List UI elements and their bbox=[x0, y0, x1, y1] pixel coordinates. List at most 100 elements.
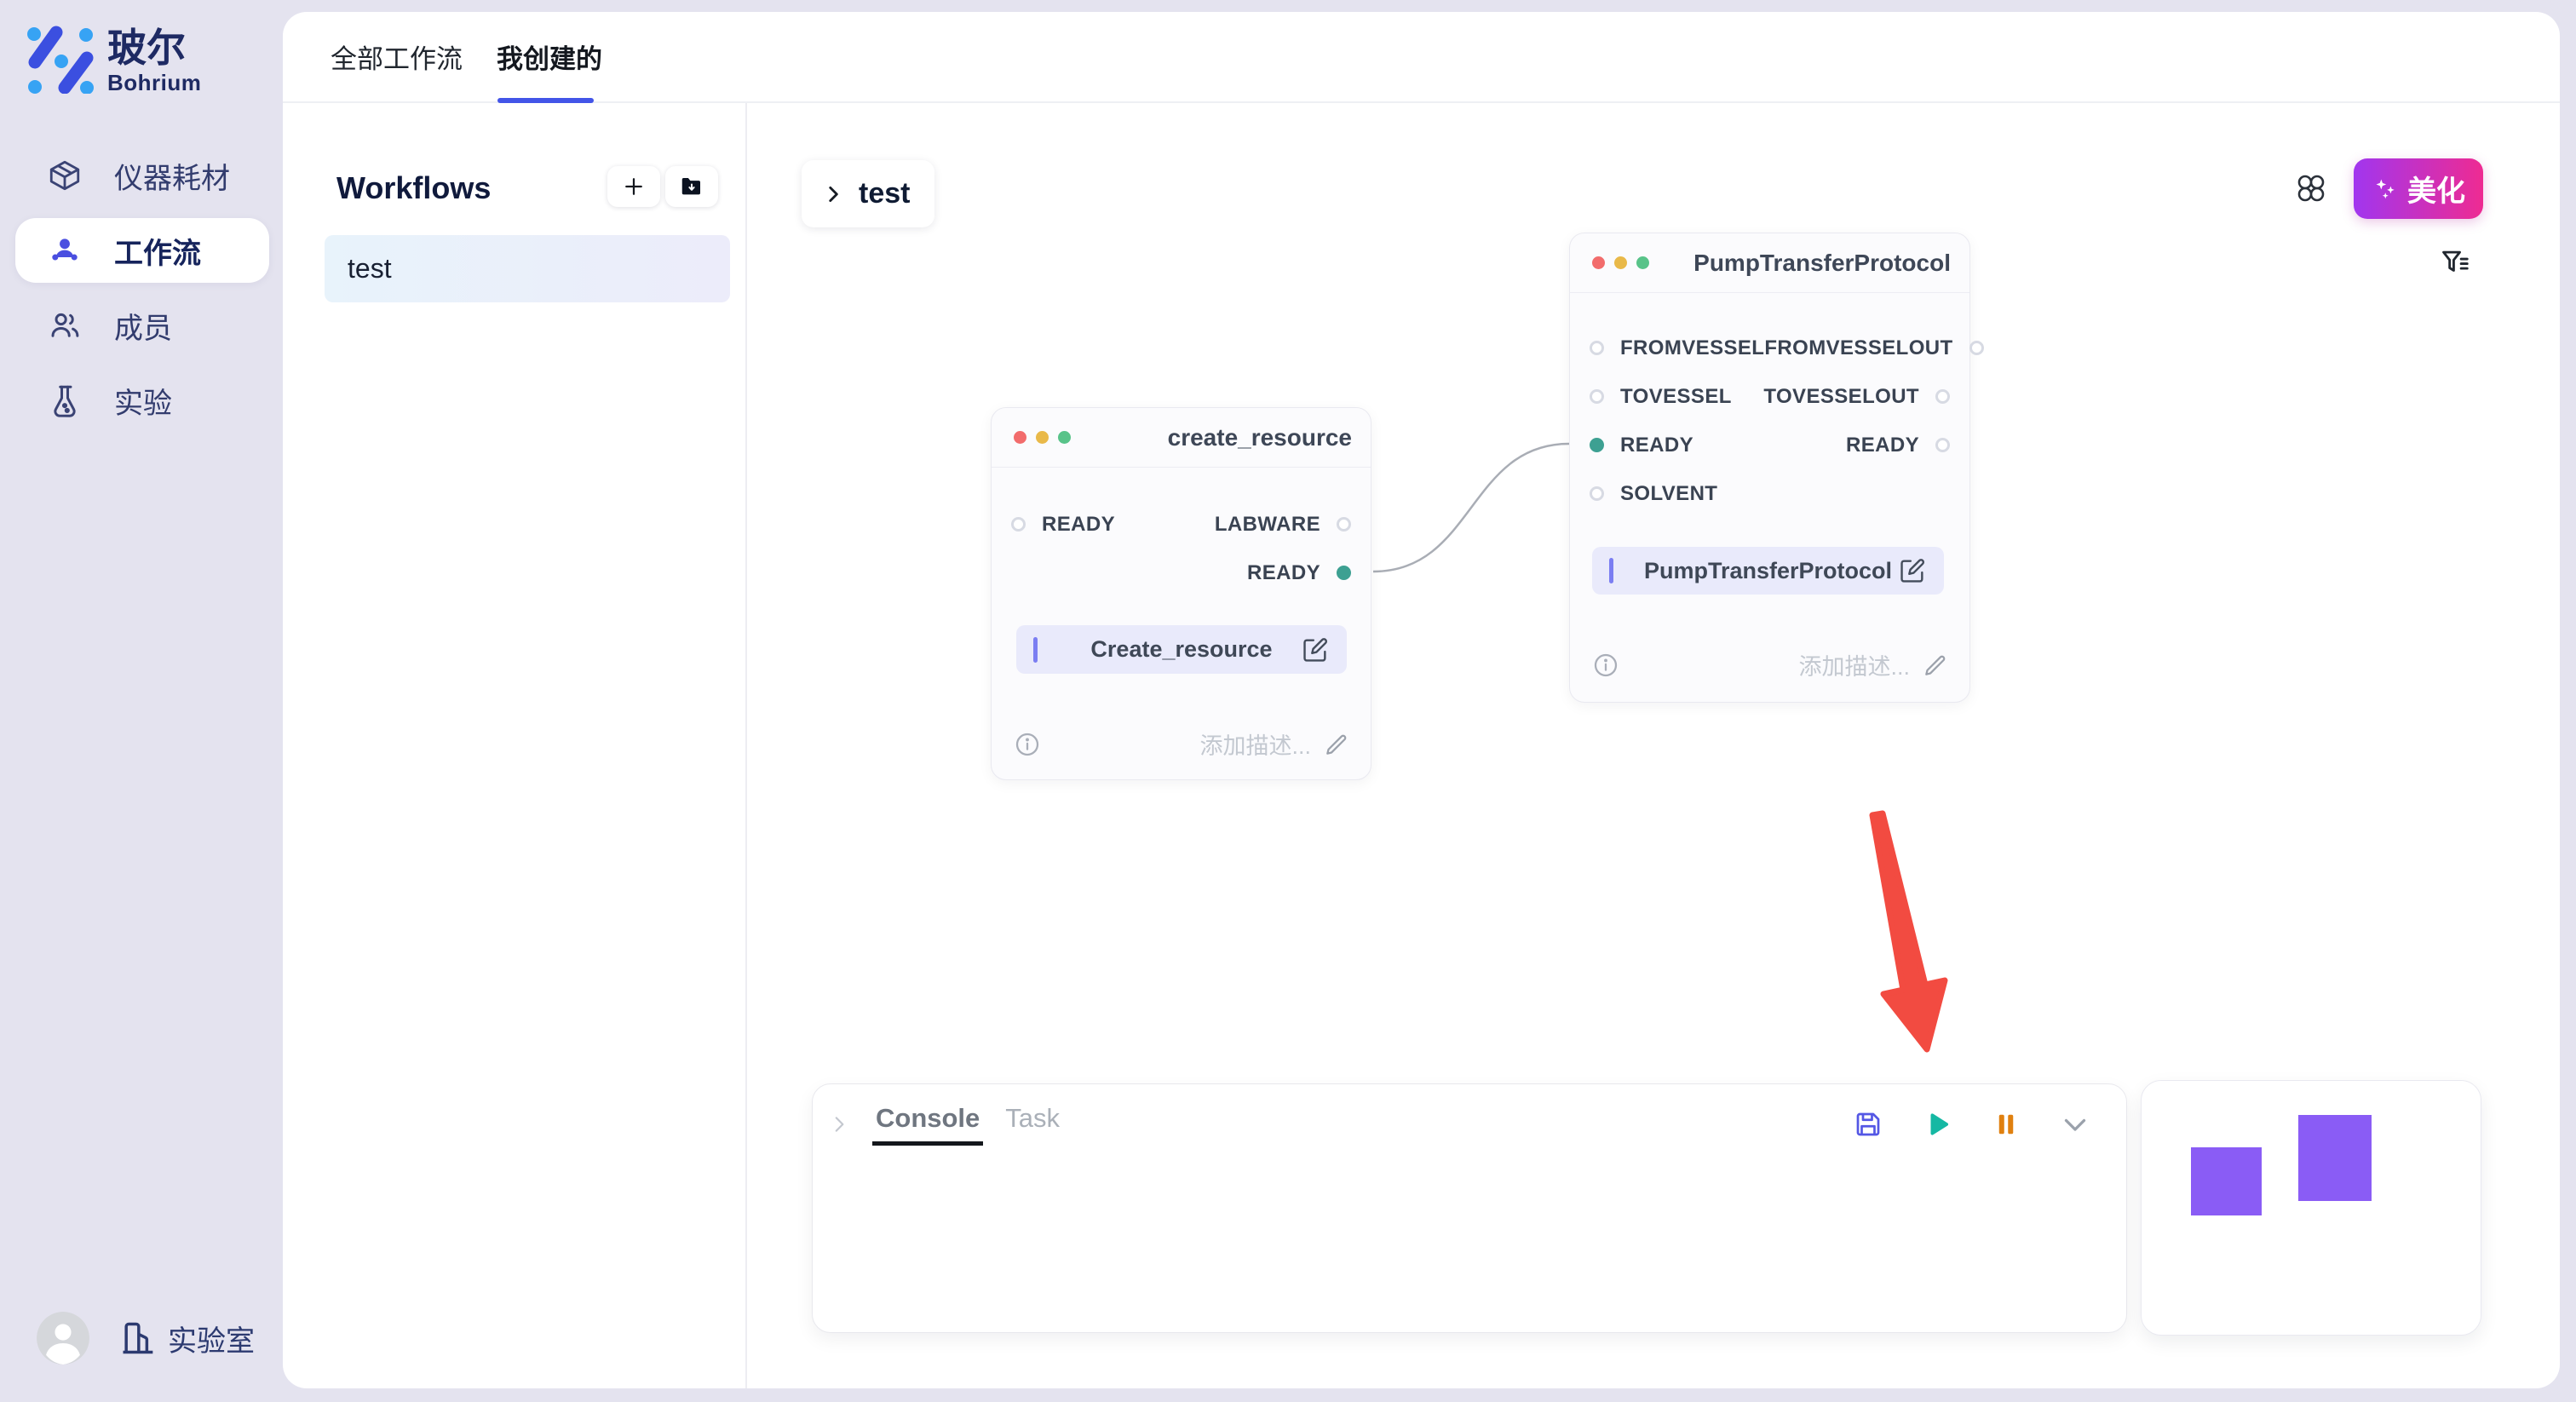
traffic-dot-red[interactable] bbox=[1592, 256, 1605, 269]
output-port[interactable] bbox=[1935, 389, 1950, 404]
minimap[interactable] bbox=[2141, 1080, 2481, 1336]
sidebar-item-workflows[interactable]: 工作流 bbox=[15, 218, 269, 283]
description-placeholder[interactable]: 添加描述... bbox=[1199, 733, 1311, 759]
traffic-dot-yellow[interactable] bbox=[1614, 256, 1627, 269]
lab-label: 实验室 bbox=[168, 1324, 255, 1358]
node-create-resource[interactable]: create_resource READY LABWARE READY Crea… bbox=[991, 407, 1371, 780]
port-row: READY bbox=[992, 549, 1371, 597]
run-play-icon[interactable] bbox=[1922, 1109, 1952, 1140]
sidebar-item-members[interactable]: 成员 bbox=[15, 293, 269, 358]
console-collapse-chevron-icon[interactable] bbox=[828, 1113, 850, 1135]
info-icon[interactable] bbox=[1592, 652, 1619, 679]
port-label: READY bbox=[1845, 433, 1919, 457]
avatar[interactable] bbox=[37, 1312, 89, 1365]
lab-building-icon bbox=[118, 1319, 156, 1357]
sidebar-item-experiments[interactable]: 实验 bbox=[15, 368, 269, 433]
port-label: READY bbox=[1042, 512, 1116, 536]
port-label: FROMVESSELOUT bbox=[1764, 336, 1953, 359]
edit-icon[interactable] bbox=[1301, 635, 1330, 664]
input-port[interactable] bbox=[1590, 341, 1604, 355]
sparkles-icon bbox=[2376, 179, 2395, 198]
pencil-icon[interactable] bbox=[1323, 731, 1350, 758]
output-port[interactable] bbox=[1935, 438, 1950, 452]
port-row: READY LABWARE bbox=[992, 500, 1371, 549]
chevron-right-icon[interactable] bbox=[822, 183, 844, 205]
filter-funnel-icon[interactable] bbox=[2439, 246, 2471, 279]
plus-icon bbox=[625, 178, 642, 195]
import-folder-button[interactable] bbox=[665, 166, 718, 207]
main-content: 全部工作流 我创建的 Workflows test test bbox=[283, 12, 2560, 1388]
traffic-dot-red[interactable] bbox=[1014, 431, 1026, 444]
output-port[interactable] bbox=[1337, 517, 1351, 531]
tab-my-created[interactable]: 我创建的 bbox=[497, 44, 602, 74]
node-title: PumpTransferProtocol bbox=[1693, 249, 1951, 276]
pencil-icon[interactable] bbox=[1922, 652, 1949, 679]
output-port[interactable] bbox=[1969, 341, 1984, 355]
sidebar-item-label: 实验 bbox=[114, 387, 172, 420]
node-pump-transfer-protocol[interactable]: PumpTransferProtocol FROMVESSEL FROMVESS… bbox=[1569, 233, 1984, 703]
node-action-pill[interactable]: PumpTransferProtocol bbox=[1592, 547, 1944, 595]
input-port-connected[interactable] bbox=[1590, 438, 1604, 452]
logo-subtitle: Bohrium bbox=[107, 70, 202, 95]
folder-import-icon bbox=[681, 178, 700, 195]
add-workflow-button[interactable] bbox=[607, 166, 660, 207]
breadcrumb[interactable]: test bbox=[802, 160, 934, 227]
pill-label: PumpTransferProtocol bbox=[1643, 557, 1893, 583]
port-label: TOVESSEL bbox=[1620, 384, 1732, 408]
port-row: READY READY bbox=[1570, 421, 1969, 469]
input-port[interactable] bbox=[1590, 389, 1604, 404]
output-port-connected[interactable] bbox=[1337, 566, 1351, 580]
test-tube-icon bbox=[47, 382, 83, 418]
chevron-down-icon[interactable] bbox=[2060, 1109, 2090, 1140]
edit-icon[interactable] bbox=[1898, 556, 1927, 585]
workflow-list-item-test[interactable]: test bbox=[325, 235, 730, 302]
tab-task[interactable]: Task bbox=[1005, 1103, 1061, 1133]
node-header: PumpTransferProtocol bbox=[1570, 233, 1969, 293]
pill-label: Create_resource bbox=[1090, 636, 1273, 662]
logo-title: 玻尔 bbox=[107, 26, 186, 70]
layout-grid-icon[interactable] bbox=[2293, 170, 2329, 206]
port-label: SOLVENT bbox=[1620, 481, 1718, 505]
minimap-node bbox=[2298, 1115, 2372, 1201]
port-label: READY bbox=[1620, 433, 1694, 457]
node-header: create_resource bbox=[992, 408, 1371, 468]
account-row[interactable]: 实验室 bbox=[37, 1312, 255, 1365]
pause-icon[interactable] bbox=[1991, 1109, 2021, 1140]
node-action-pill[interactable]: Create_resource bbox=[1016, 625, 1347, 674]
traffic-dot-yellow[interactable] bbox=[1036, 431, 1049, 444]
minimap-node bbox=[2191, 1147, 2262, 1215]
sidebar-item-label: 仪器耗材 bbox=[114, 162, 230, 195]
node-title: create_resource bbox=[1167, 423, 1352, 451]
sidebar-item-instruments[interactable]: 仪器耗材 bbox=[15, 143, 269, 208]
beautify-button[interactable]: 美化 bbox=[2354, 158, 2483, 219]
workflow-people-icon bbox=[47, 233, 83, 268]
save-icon[interactable] bbox=[1853, 1109, 1883, 1140]
port-label: TOVESSELOUT bbox=[1763, 384, 1919, 408]
box-icon bbox=[47, 158, 83, 193]
sidebar: 玻尔 Bohrium 仪器耗材 工作流 bbox=[0, 0, 283, 1402]
workflow-item-name: test bbox=[348, 253, 392, 284]
tab-all-workflows[interactable]: 全部工作流 bbox=[331, 44, 463, 74]
bohrium-logo-icon bbox=[27, 26, 94, 94]
console-panel: Console Task bbox=[812, 1083, 2127, 1333]
input-port[interactable] bbox=[1590, 486, 1604, 501]
port-row: TOVESSEL TOVESSELOUT bbox=[1570, 372, 1969, 421]
info-icon[interactable] bbox=[1014, 731, 1041, 758]
port-label: LABWARE bbox=[1214, 512, 1320, 536]
logo: 玻尔 Bohrium bbox=[26, 26, 201, 96]
sidebar-item-label: 工作流 bbox=[114, 237, 201, 270]
top-tabs: 全部工作流 我创建的 bbox=[283, 12, 2560, 103]
description-placeholder[interactable]: 添加描述... bbox=[1798, 654, 1910, 680]
port-label: FROMVESSEL bbox=[1620, 336, 1765, 359]
beautify-label: 美化 bbox=[2407, 175, 2465, 208]
input-port[interactable] bbox=[1011, 517, 1026, 531]
tab-console[interactable]: Console bbox=[872, 1103, 984, 1146]
port-row: SOLVENT bbox=[1570, 469, 1969, 518]
sidebar-nav: 仪器耗材 工作流 成员 bbox=[15, 143, 269, 443]
pill-accent-bar bbox=[1033, 636, 1038, 663]
traffic-dot-green[interactable] bbox=[1636, 256, 1649, 269]
traffic-dot-green[interactable] bbox=[1058, 431, 1071, 444]
breadcrumb-label: test bbox=[859, 177, 911, 210]
port-row: FROMVESSEL FROMVESSELOUT bbox=[1570, 324, 1984, 372]
port-label: READY bbox=[1246, 560, 1320, 584]
